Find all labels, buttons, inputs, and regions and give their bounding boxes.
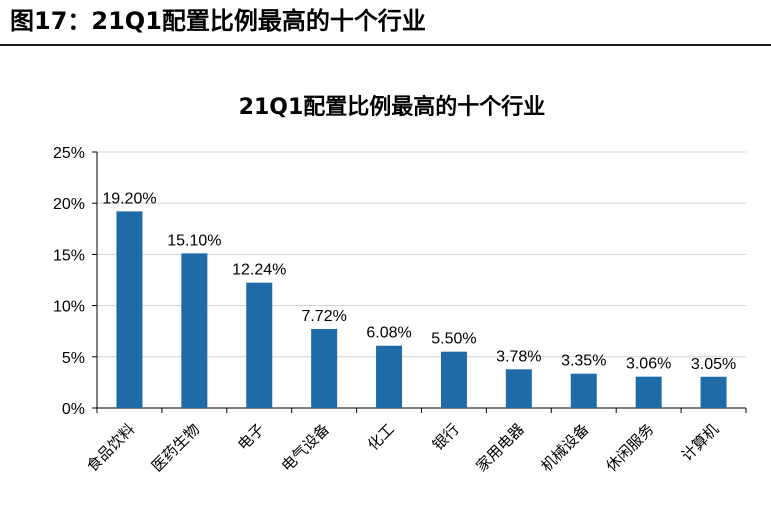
x-tick-label: 银行 [429,420,463,454]
data-label: 15.10% [167,232,221,249]
y-tick-label: 0% [62,401,85,418]
x-tick-label: 计算机 [678,420,723,465]
figure-label: 图17： [10,7,92,35]
x-tick-label: 电子 [234,420,268,454]
title-divider [0,44,771,46]
bar [505,369,532,408]
bar [246,282,273,408]
y-tick-label: 25% [53,145,85,162]
data-label: 6.08% [366,325,411,342]
y-tick-label: 20% [53,196,85,213]
data-label: 19.20% [102,190,156,207]
bar [116,211,143,408]
data-label: 12.24% [232,262,286,279]
data-labels: 19.20% 15.10% 12.24% 7.72% 6.08% 5.50% 3.78% 3.… [102,190,736,372]
x-tick-label: 食品饮料 [83,420,138,475]
bar [181,253,208,408]
bar [570,373,597,408]
x-tick-label: 机械设备 [537,420,592,475]
data-label: 5.50% [431,331,476,348]
x-tick-label: 医药生物 [148,420,203,475]
y-tick-label: 15% [53,247,85,264]
x-tick-label: 家用电器 [473,420,528,475]
x-tick-label: 休闲服务 [602,420,657,475]
y-tick-label: 5% [62,350,85,367]
data-label: 7.72% [301,308,346,325]
y-tick-label: 10% [53,299,85,316]
x-tick-labels: 食品饮料 医药生物 电子 电气设备 化工 银行 家用电器 机械设备 休闲服务 计算机 [83,420,722,475]
data-label: 3.06% [626,356,671,373]
bars [116,211,727,408]
bar [311,328,338,408]
x-tick-label: 电气设备 [278,420,333,475]
bar [700,376,727,408]
chart-title: 21Q1配置比例最高的十个行业 [239,94,546,120]
figure-title-text: 21Q1配置比例最高的十个行业 [91,7,426,35]
x-tick-label: 化工 [364,420,398,454]
bar [635,376,662,408]
bar [440,351,467,408]
y-tick-labels: 0% 5% 10% 15% 20% 25% [53,145,85,418]
data-label: 3.78% [496,348,541,365]
bar [376,345,403,408]
data-label: 3.05% [691,356,736,373]
data-label: 3.35% [561,353,606,370]
figure-title: 图17：21Q1配置比例最高的十个行业 [10,4,426,38]
